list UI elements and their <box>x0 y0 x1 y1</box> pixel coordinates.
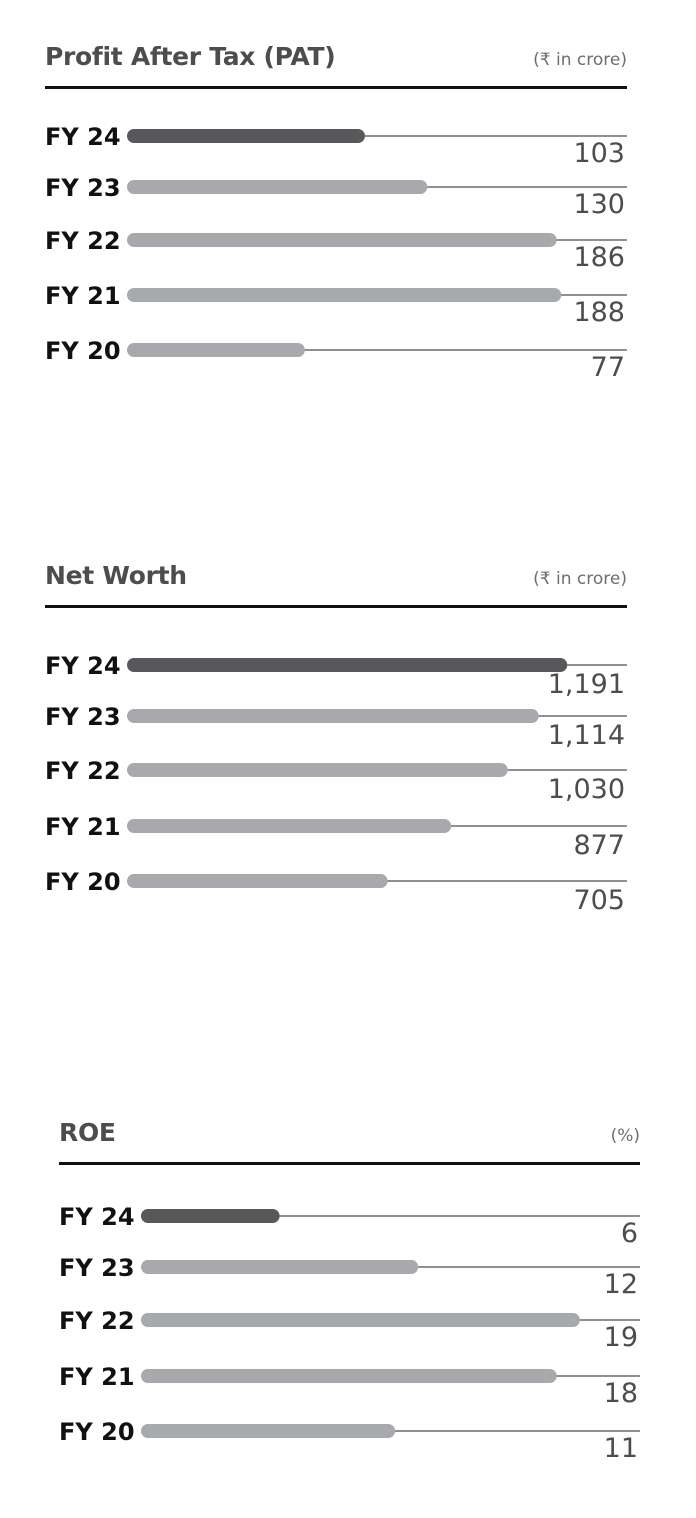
value-label: 18 <box>604 1378 638 1409</box>
category-label: FY 22 <box>45 757 121 785</box>
bar-fy-22 <box>127 763 508 777</box>
header-rule <box>45 605 627 608</box>
roe-bar-chart: FY 24 6 FY 23 12 FY 22 19 FY 21 18 FY 20 11 <box>59 1203 640 1464</box>
category-label: FY 23 <box>45 174 121 202</box>
roe-chart-panel: ROE (%) FY 24 6 FY 23 12 FY 22 19 FY 21 18 FY 20… <box>59 1118 640 1478</box>
bar-fy-21 <box>127 288 562 302</box>
bar-fy-24 <box>127 129 365 143</box>
category-label: FY 24 <box>59 1203 135 1231</box>
value-label: 1,191 <box>548 669 625 700</box>
chart-title: ROE <box>59 1118 116 1147</box>
bar-fy-22 <box>127 233 557 247</box>
bar-fy-23 <box>141 1260 419 1274</box>
bar-fy-21 <box>127 819 452 833</box>
value-label: 186 <box>573 242 625 273</box>
category-label: FY 23 <box>45 703 121 731</box>
header-rule <box>59 1162 640 1165</box>
chart-unit: (₹ in crore) <box>533 50 627 70</box>
net-worth-chart-panel: Net Worth (₹ in crore) FY 24 1,191 FY 23 1,… <box>45 561 627 931</box>
category-label: FY 21 <box>45 282 121 310</box>
value-label: 877 <box>573 830 625 861</box>
bar-fy-23 <box>127 709 539 723</box>
category-label: FY 22 <box>59 1307 135 1335</box>
bar-fy-21 <box>141 1369 557 1383</box>
bar-fy-20 <box>127 874 388 888</box>
bar-fy-22 <box>141 1313 580 1327</box>
chart-unit: (₹ in crore) <box>533 569 627 589</box>
chart-title: Net Worth <box>45 561 187 590</box>
net-worth-bar-chart: FY 24 1,191 FY 23 1,114 FY 22 1,030 FY 21 877 FY… <box>45 652 627 916</box>
value-label: 103 <box>573 138 625 169</box>
value-label: 19 <box>604 1322 638 1353</box>
value-label: 77 <box>591 352 625 383</box>
category-label: FY 24 <box>45 652 121 680</box>
value-label: 705 <box>573 885 625 916</box>
category-label: FY 22 <box>45 227 121 255</box>
chart-title: Profit After Tax (PAT) <box>45 42 336 71</box>
bar-fy-20 <box>141 1424 396 1438</box>
bar-fy-20 <box>127 343 305 357</box>
category-label: FY 20 <box>59 1418 135 1446</box>
header-rule <box>45 86 627 89</box>
category-label: FY 21 <box>45 813 121 841</box>
value-label: 1,114 <box>548 720 625 751</box>
value-label: 1,030 <box>548 774 625 805</box>
bar-fy-24 <box>127 658 568 672</box>
value-label: 12 <box>604 1269 638 1300</box>
category-label: FY 20 <box>45 337 121 365</box>
pat-chart-panel: Profit After Tax (PAT) (₹ in crore) FY 2… <box>45 42 627 402</box>
value-label: 6 <box>621 1218 638 1249</box>
value-label: 188 <box>573 297 625 328</box>
bar-fy-23 <box>127 180 428 194</box>
category-label: FY 24 <box>45 123 121 151</box>
category-label: FY 20 <box>45 868 121 896</box>
category-label: FY 21 <box>59 1363 135 1391</box>
category-label: FY 23 <box>59 1254 135 1282</box>
pat-bar-chart: FY 24 103 FY 23 130 FY 22 186 FY 21 188 FY 20 77 <box>45 123 627 383</box>
chart-unit: (%) <box>610 1126 640 1146</box>
bar-fy-24 <box>141 1209 280 1223</box>
value-label: 11 <box>604 1433 638 1464</box>
value-label: 130 <box>573 189 625 220</box>
